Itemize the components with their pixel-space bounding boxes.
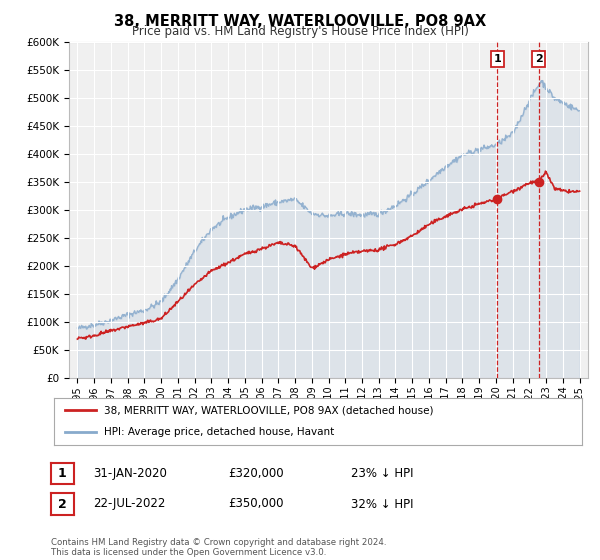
Text: 1: 1 (58, 466, 67, 480)
Text: 31-JAN-2020: 31-JAN-2020 (93, 466, 167, 480)
Text: HPI: Average price, detached house, Havant: HPI: Average price, detached house, Hava… (104, 427, 334, 437)
Text: £350,000: £350,000 (228, 497, 284, 511)
Text: 1: 1 (493, 54, 501, 64)
Text: 38, MERRITT WAY, WATERLOOVILLE, PO8 9AX (detached house): 38, MERRITT WAY, WATERLOOVILLE, PO8 9AX … (104, 405, 434, 416)
Text: Contains HM Land Registry data © Crown copyright and database right 2024.
This d: Contains HM Land Registry data © Crown c… (51, 538, 386, 557)
Text: 2: 2 (535, 54, 542, 64)
Text: 22-JUL-2022: 22-JUL-2022 (93, 497, 166, 511)
Text: £320,000: £320,000 (228, 466, 284, 480)
Text: 32% ↓ HPI: 32% ↓ HPI (351, 497, 413, 511)
Text: 23% ↓ HPI: 23% ↓ HPI (351, 466, 413, 480)
Text: 2: 2 (58, 497, 67, 511)
Text: Price paid vs. HM Land Registry's House Price Index (HPI): Price paid vs. HM Land Registry's House … (131, 25, 469, 38)
Text: 38, MERRITT WAY, WATERLOOVILLE, PO8 9AX: 38, MERRITT WAY, WATERLOOVILLE, PO8 9AX (114, 14, 486, 29)
